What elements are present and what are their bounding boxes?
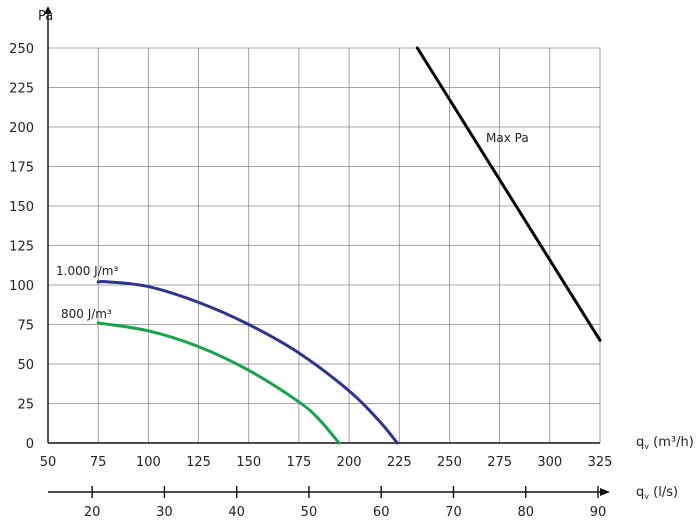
x2-axis-arrow bbox=[600, 488, 610, 496]
x-tick-label: 325 bbox=[588, 455, 613, 470]
x2-axis-label: qv (l/s) bbox=[636, 485, 678, 501]
y-tick-label: 25 bbox=[17, 398, 34, 413]
annotations: 1.000 J/m³ 800 J/m³ Max Pa bbox=[56, 131, 529, 321]
series-label-maxpa: Max Pa bbox=[486, 131, 529, 145]
x-tick-label: 100 bbox=[136, 455, 161, 470]
series bbox=[96, 46, 602, 445]
y-tick-label: 250 bbox=[9, 42, 34, 57]
x-tick-label: 75 bbox=[90, 455, 107, 470]
series-line-1000 bbox=[96, 279, 399, 445]
series-line-800 bbox=[96, 321, 341, 445]
x2-tick-label: 20 bbox=[84, 505, 101, 520]
y-tick-label: 175 bbox=[9, 161, 34, 176]
x2-tick-label: 30 bbox=[156, 505, 173, 520]
y-tick-label: 75 bbox=[17, 319, 34, 334]
y-tick-label: 225 bbox=[9, 82, 34, 97]
series-label-800: 800 J/m³ bbox=[61, 307, 112, 321]
y-tick-label: 150 bbox=[9, 200, 34, 215]
y-tick-label: 200 bbox=[9, 121, 34, 136]
x2-tick-label: 70 bbox=[445, 505, 462, 520]
y-axis-label: Pa bbox=[38, 9, 53, 24]
x-tick-label: 175 bbox=[286, 455, 311, 470]
x-tick-label: 200 bbox=[337, 455, 362, 470]
y-tick-label: 125 bbox=[9, 240, 34, 255]
x2-tick-label: 80 bbox=[517, 505, 534, 520]
series-line-maxpa bbox=[415, 46, 602, 342]
ticks: 50 75 100 125 150 175 200 225 250 275 300 325 0 25 50 7… bbox=[9, 42, 612, 520]
x-tick-label: 275 bbox=[487, 455, 512, 470]
x-tick-label: 300 bbox=[537, 455, 562, 470]
x-axis-label: qv (m³/h) bbox=[636, 435, 694, 451]
x2-tick-label: 50 bbox=[301, 505, 318, 520]
grid bbox=[48, 47, 601, 444]
x-tick-label: 125 bbox=[186, 455, 211, 470]
y-tick-label: 100 bbox=[9, 279, 34, 294]
x2-tick-label: 90 bbox=[590, 505, 607, 520]
y-axis-arrow bbox=[44, 6, 52, 14]
x-tick-label: 250 bbox=[437, 455, 462, 470]
axes: Pa qv (m³/h) qv (l/s) bbox=[38, 6, 694, 501]
x-tick-label: 225 bbox=[387, 455, 412, 470]
y-tick-label: 50 bbox=[17, 358, 34, 373]
x-tick-label: 50 bbox=[40, 455, 57, 470]
x-tick-label: 150 bbox=[236, 455, 261, 470]
series-label-1000: 1.000 J/m³ bbox=[56, 264, 118, 278]
y-tick-label: 0 bbox=[26, 437, 34, 452]
x2-tick-label: 40 bbox=[228, 505, 245, 520]
x2-tick-label: 60 bbox=[373, 505, 390, 520]
